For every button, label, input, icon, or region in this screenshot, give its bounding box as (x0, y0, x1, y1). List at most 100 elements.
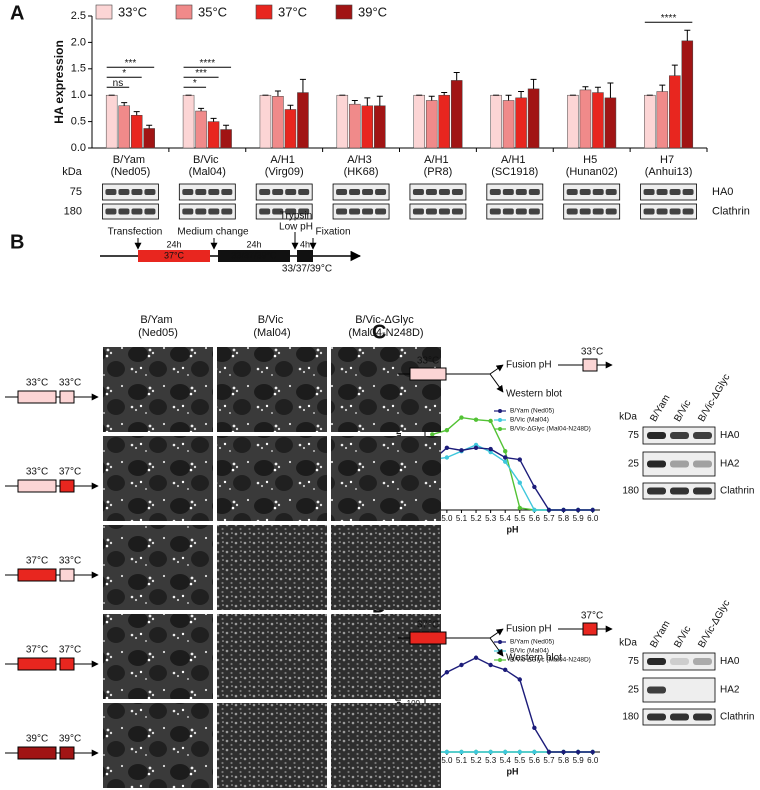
blot-label: HA2 (720, 459, 740, 470)
error-bar (133, 111, 140, 116)
legend-marker (498, 418, 502, 422)
blot-band (438, 208, 450, 215)
schematic-temp: 39°C (26, 734, 48, 745)
data-point (488, 749, 493, 755)
bar (272, 96, 284, 149)
y-tick-label: 1.0 (71, 89, 86, 101)
x-tick-label: 5.0 (441, 514, 453, 523)
lane-label: B/Vic (672, 624, 693, 650)
timeline-temp: 33/37/39°C (231, 250, 277, 260)
schematic-box (582, 358, 598, 372)
schematic-box (17, 568, 57, 582)
data-point (459, 448, 464, 453)
schematic-temp: 37°C (417, 620, 439, 631)
schematic-line (489, 628, 504, 639)
blot-band (425, 208, 437, 215)
blot-band (647, 487, 666, 495)
bar (450, 80, 463, 149)
schematic-temp: 37°C (581, 611, 603, 622)
blot-band (285, 208, 297, 215)
blot-band (438, 189, 450, 195)
lane-label: B/Vic-ΔGlyc (696, 598, 732, 650)
data-point (459, 749, 464, 755)
schematic-box (17, 746, 57, 760)
blot-band (349, 189, 361, 195)
schematic-box (17, 390, 57, 404)
blot-band (144, 189, 156, 195)
legend-label: B/Yam (Ned05) (510, 408, 554, 415)
bar (527, 88, 540, 149)
blot-frame (642, 652, 716, 671)
blot-label: HA2 (720, 685, 740, 696)
blot-marker: 180 (622, 712, 639, 723)
schematic-temp: 33°C (417, 356, 439, 367)
blot-band (182, 189, 194, 195)
schematic-box (409, 367, 447, 381)
blot-band (566, 189, 578, 195)
blot-frame (332, 203, 390, 220)
text-line: A/H1 (424, 154, 452, 166)
x-tick-label: A/H1 (SC1918) (491, 154, 538, 178)
blot-band (669, 189, 681, 195)
blot-band (118, 208, 130, 215)
lane-label: B/Yam (648, 619, 672, 650)
significance-label: *** (195, 68, 207, 79)
legend-marker (498, 658, 502, 662)
x-tick-label: 5.7 (543, 514, 555, 523)
legend-label: B/Vic (Mal04) (510, 417, 549, 424)
blot-unit: kDa (619, 638, 637, 649)
data-point (590, 749, 595, 755)
blot-band (425, 189, 437, 195)
micrograph (331, 525, 441, 610)
x-tick-label: 5.8 (558, 756, 570, 765)
schematic-temp: 33°C (26, 467, 48, 478)
blot-frame (255, 183, 313, 201)
data-point (517, 457, 522, 462)
x-tick-label: 5.3 (485, 756, 497, 765)
bar (143, 128, 155, 149)
blot-band (105, 189, 117, 195)
data-point (532, 749, 537, 755)
x-axis-title: pH (507, 524, 519, 534)
x-tick-label: 5.8 (558, 514, 570, 523)
legend-marker (498, 427, 502, 431)
data-point (503, 667, 508, 673)
blot-band (682, 189, 694, 195)
blot-band (349, 208, 361, 215)
data-point (517, 480, 522, 485)
micrograph (103, 436, 213, 521)
panel-letter: B (10, 231, 24, 253)
bar (413, 94, 425, 149)
panel-letter: C (372, 321, 386, 343)
data-point (473, 655, 479, 660)
blot-band (693, 713, 712, 721)
error-bar (518, 91, 525, 98)
bar (207, 121, 220, 149)
error-bar (351, 99, 358, 105)
x-axis-title: pH (507, 766, 519, 776)
blot-frame (409, 203, 467, 220)
blot-band (592, 208, 604, 215)
bar (220, 129, 232, 149)
bar (490, 94, 502, 149)
legend-swatch (175, 4, 193, 20)
x-tick-label: 6.0 (587, 756, 599, 765)
blot-band (362, 189, 374, 195)
x-tick-label: 5.5 (514, 514, 526, 523)
blot-label: Clathrin (720, 712, 754, 723)
text-line: B/Vic (193, 154, 222, 166)
blot-frame (640, 203, 697, 220)
x-tick-label: 6.0 (587, 514, 599, 523)
schematic-temp: 37°C (26, 556, 48, 567)
x-tick-label: H5 (Hunan02) (566, 154, 618, 178)
data-point (488, 418, 493, 424)
error-bar (659, 84, 666, 92)
text-line: (Anhui13) (645, 166, 693, 178)
legend-swatch (255, 4, 273, 20)
blot-band (259, 208, 271, 215)
x-tick-label: 5.5 (514, 756, 526, 765)
blot-band (451, 189, 463, 195)
x-tick-label: A/H1 (PR8) (424, 154, 453, 178)
data-point (532, 725, 537, 731)
bar (336, 94, 349, 149)
